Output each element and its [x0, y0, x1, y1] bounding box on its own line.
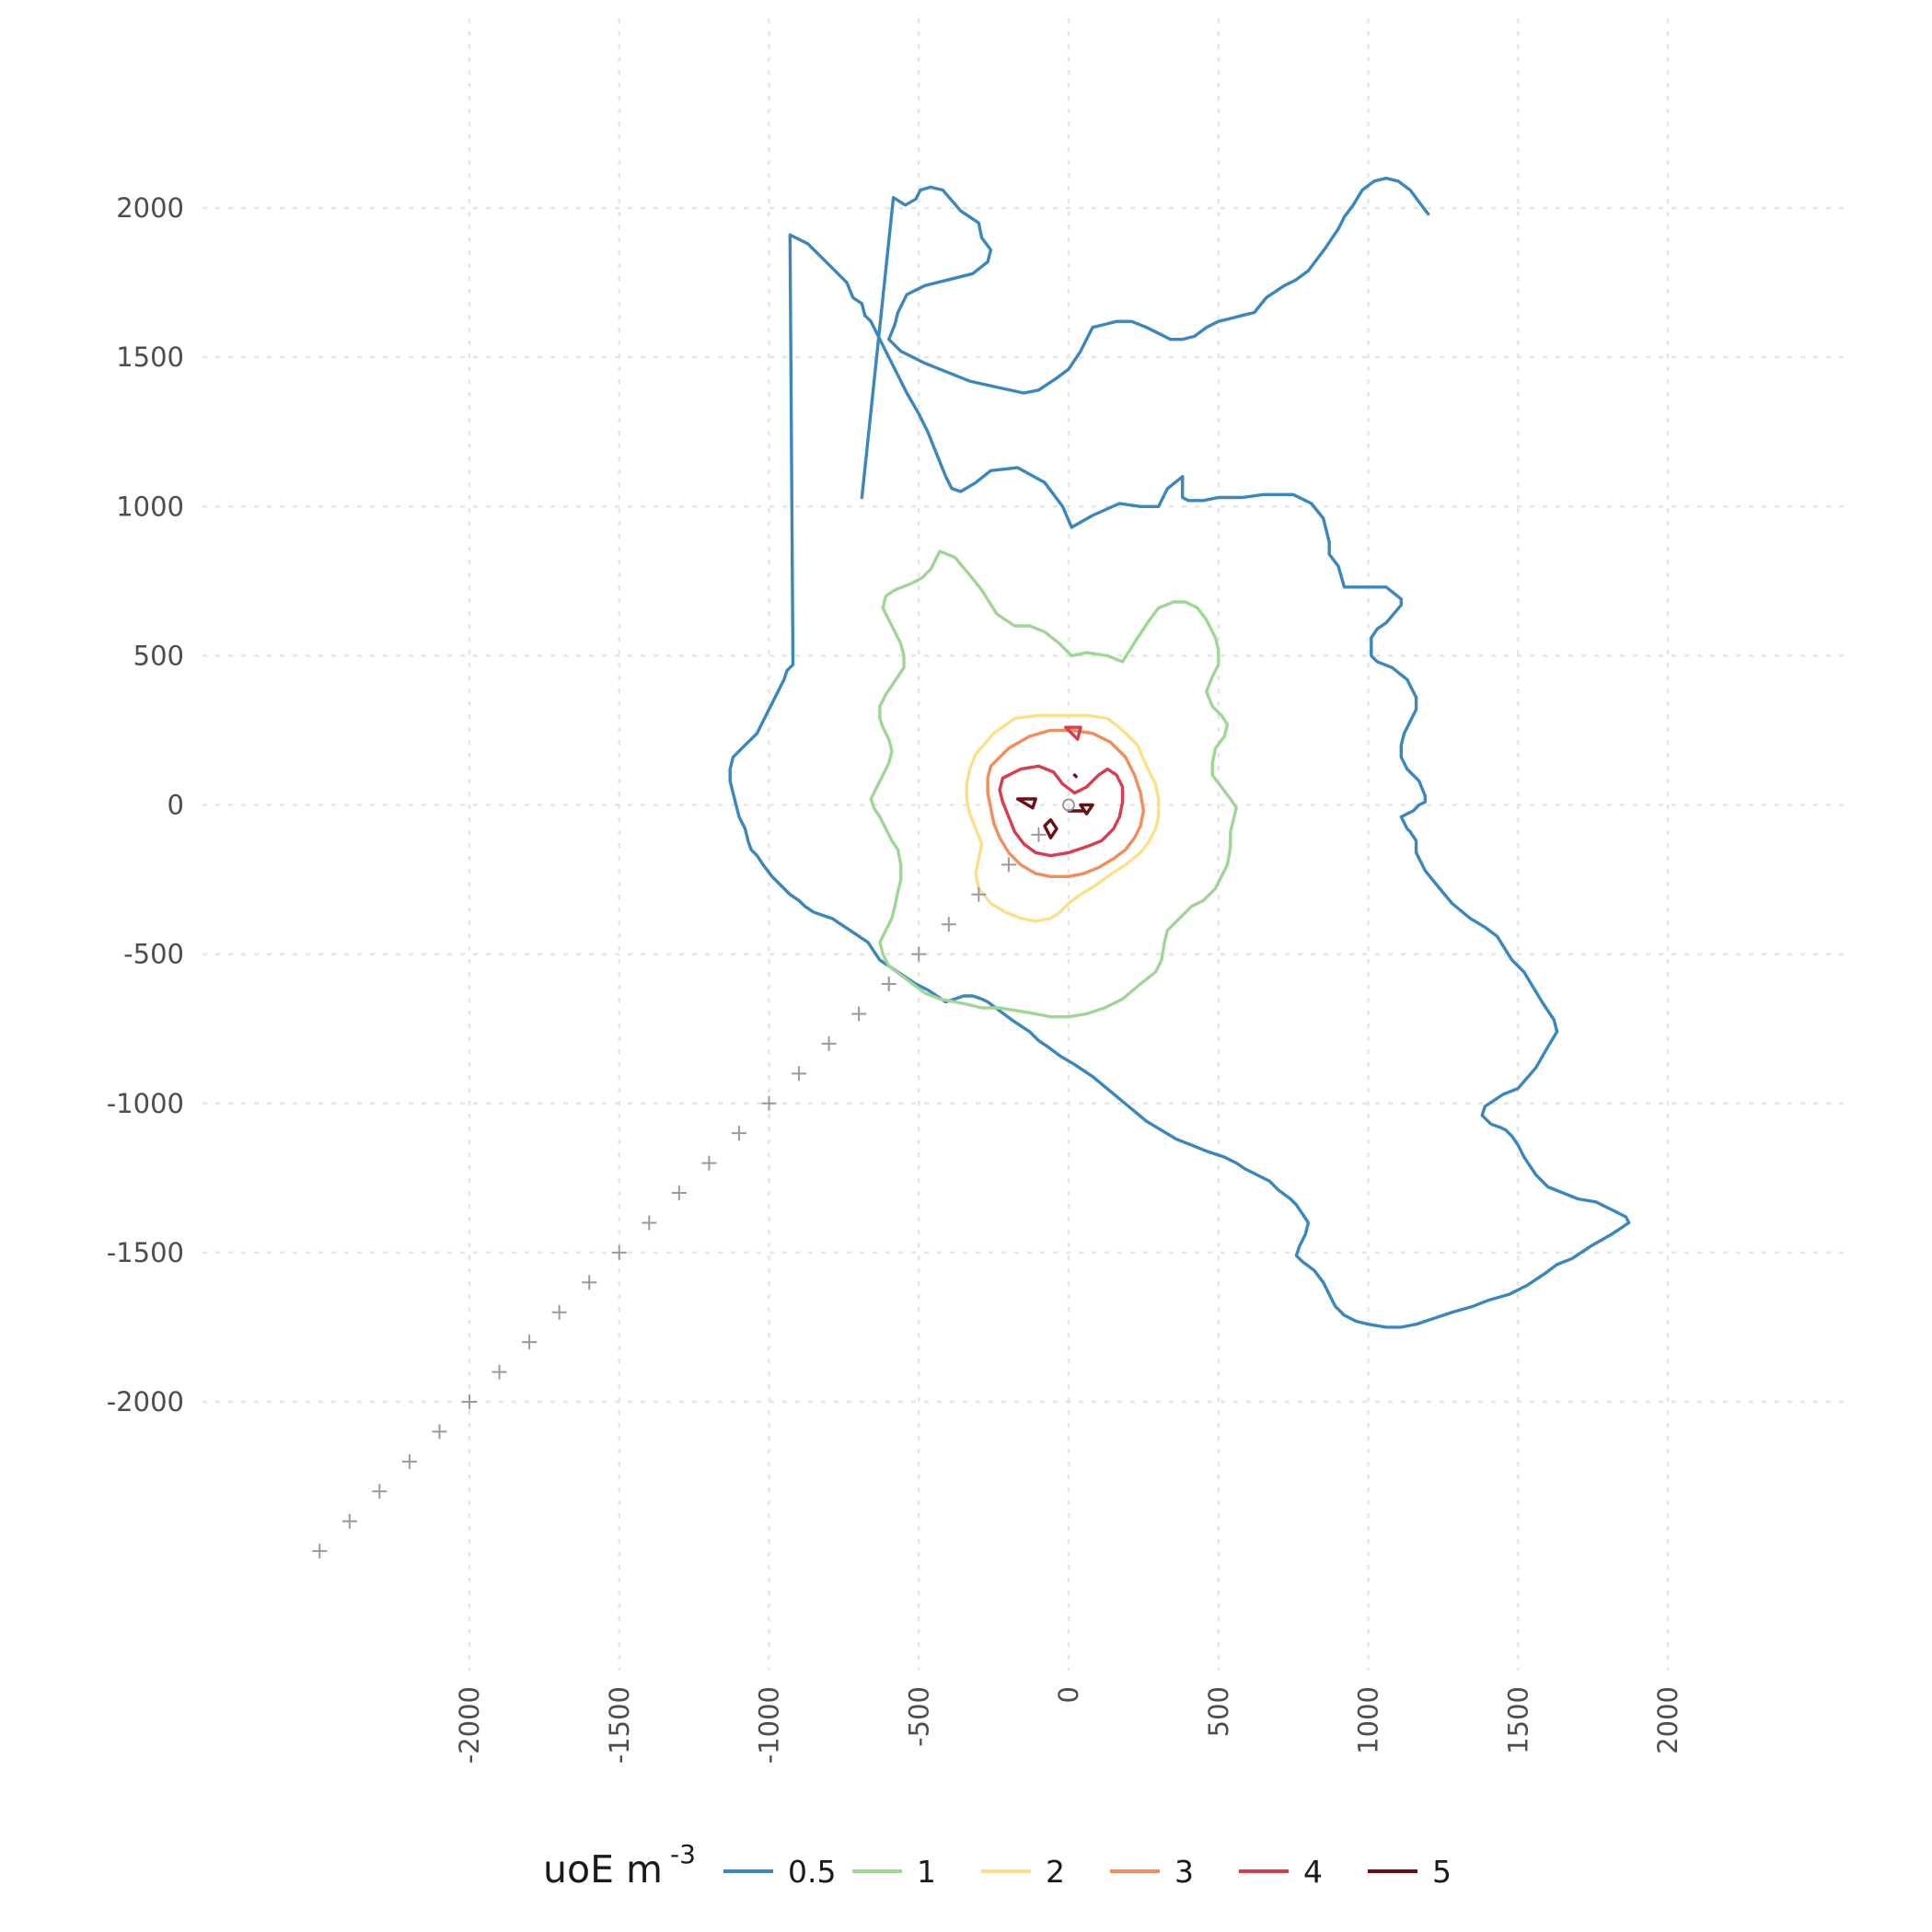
x-tick-label: 2000	[1652, 1686, 1683, 1754]
x-tick-label: 500	[1203, 1686, 1234, 1737]
receptor-point	[821, 1035, 837, 1051]
x-axis-tick-labels: -2000 -1500 -1000 -500 0 500 1000 1500 2000	[454, 1686, 1683, 1764]
receptor-point	[522, 1335, 538, 1350]
legend-label-4: 4	[1303, 1854, 1323, 1890]
y-tick-label: 500	[133, 640, 184, 671]
legend-title-superscript: -3	[670, 1839, 696, 1869]
receptor-point	[611, 1244, 627, 1260]
legend-label-2: 2	[1046, 1854, 1065, 1890]
receptor-point	[312, 1544, 328, 1559]
y-tick-label: -500	[123, 939, 184, 970]
legend-label-5: 5	[1432, 1854, 1452, 1890]
receptor-point	[642, 1215, 657, 1231]
legend: uoE m -3 0.5 1 2 3 4 5	[543, 1839, 1452, 1892]
receptor-markers	[312, 827, 1047, 1559]
receptor-point	[851, 1006, 867, 1022]
receptor-point	[881, 977, 897, 992]
receptor-point	[341, 1513, 357, 1529]
legend-items: 0.5 1 2 3 4 5	[723, 1854, 1452, 1890]
receptor-point	[971, 886, 987, 902]
y-tick-label: -2000	[107, 1386, 184, 1417]
receptor-point	[401, 1453, 417, 1469]
receptor-point	[792, 1066, 807, 1082]
x-tick-label: -1500	[604, 1686, 635, 1764]
receptor-point	[701, 1155, 717, 1171]
receptor-point	[551, 1304, 567, 1320]
legend-title: uoE m	[543, 1847, 663, 1892]
receptor-point	[911, 946, 927, 962]
contour-5	[1043, 818, 1059, 839]
receptor-point	[1001, 857, 1016, 873]
contour-2	[965, 713, 1161, 923]
source-point	[1062, 798, 1075, 812]
legend-label-1: 1	[917, 1854, 936, 1890]
y-tick-label: 0	[168, 790, 184, 821]
receptor-point	[1031, 827, 1047, 842]
receptor-point	[462, 1394, 477, 1409]
contour-4	[1064, 725, 1082, 741]
x-tick-label: -1000	[754, 1686, 785, 1764]
receptor-point	[492, 1364, 507, 1380]
receptor-point	[372, 1484, 388, 1499]
contour-5	[1072, 773, 1078, 779]
x-tick-label: 1000	[1353, 1686, 1384, 1754]
y-tick-label: 1000	[116, 491, 184, 522]
x-tick-label: -2000	[454, 1686, 485, 1764]
x-tick-label: 0	[1053, 1686, 1084, 1703]
y-axis-tick-labels: 2000 1500 1000 500 0 -500 -1000 -1500 -2000	[107, 192, 184, 1417]
y-tick-label: 2000	[116, 192, 184, 224]
receptor-point	[731, 1126, 746, 1141]
contour-1	[869, 550, 1238, 1019]
contour-0_5-open	[860, 176, 1430, 500]
legend-label-3: 3	[1174, 1854, 1194, 1890]
contour-lines	[728, 176, 1631, 1329]
receptor-point	[582, 1275, 597, 1290]
x-tick-label: -500	[903, 1686, 934, 1747]
receptor-point	[941, 917, 956, 932]
receptor-point	[761, 1095, 777, 1111]
source-marker	[1062, 798, 1075, 812]
x-tick-label: 1500	[1502, 1686, 1533, 1754]
contour-5	[1016, 797, 1037, 810]
contour-0_5	[728, 233, 1631, 1329]
legend-label-0_5: 0.5	[788, 1854, 836, 1890]
receptor-point	[432, 1424, 447, 1440]
y-tick-label: -1500	[107, 1237, 184, 1268]
y-tick-label: -1000	[107, 1088, 184, 1119]
y-tick-label: 1500	[116, 341, 184, 373]
receptor-point	[671, 1186, 687, 1201]
contour-3	[986, 728, 1146, 878]
contour-4	[998, 764, 1125, 858]
